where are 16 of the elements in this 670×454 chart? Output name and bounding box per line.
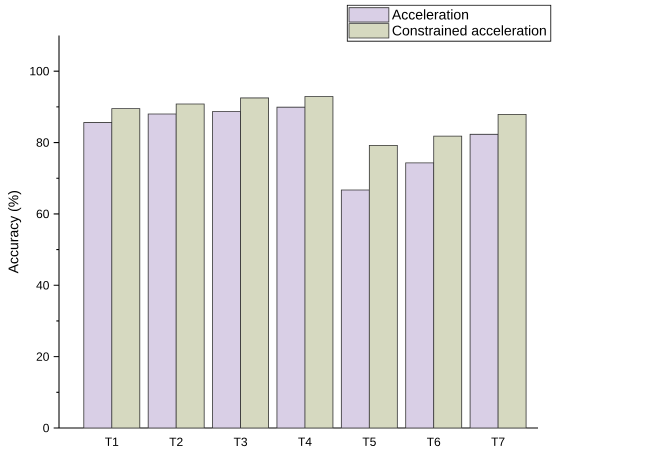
x-tick-label: T2 — [169, 438, 183, 446]
x-tick-label: T3 — [234, 438, 248, 446]
x-tick-label: T5 — [362, 438, 376, 446]
y-axis-title: Accuracy (%) — [8, 191, 22, 274]
x-tick-label: T4 — [298, 438, 312, 446]
x-tick-label: T1 — [105, 438, 118, 446]
y-tick-label: 80 — [36, 138, 49, 147]
x-tick-label: T7 — [491, 438, 504, 446]
x-tick-label: T6 — [426, 438, 440, 446]
y-tick-label: 40 — [36, 281, 49, 290]
legend-label: Acceleration — [392, 9, 468, 20]
y-tick-label: 20 — [36, 352, 49, 361]
legend-label: Constrained acceleration — [392, 25, 546, 36]
y-tick-label: 0 — [43, 424, 49, 432]
y-tick-label: 60 — [36, 210, 49, 218]
y-tick-label: 100 — [30, 66, 49, 76]
